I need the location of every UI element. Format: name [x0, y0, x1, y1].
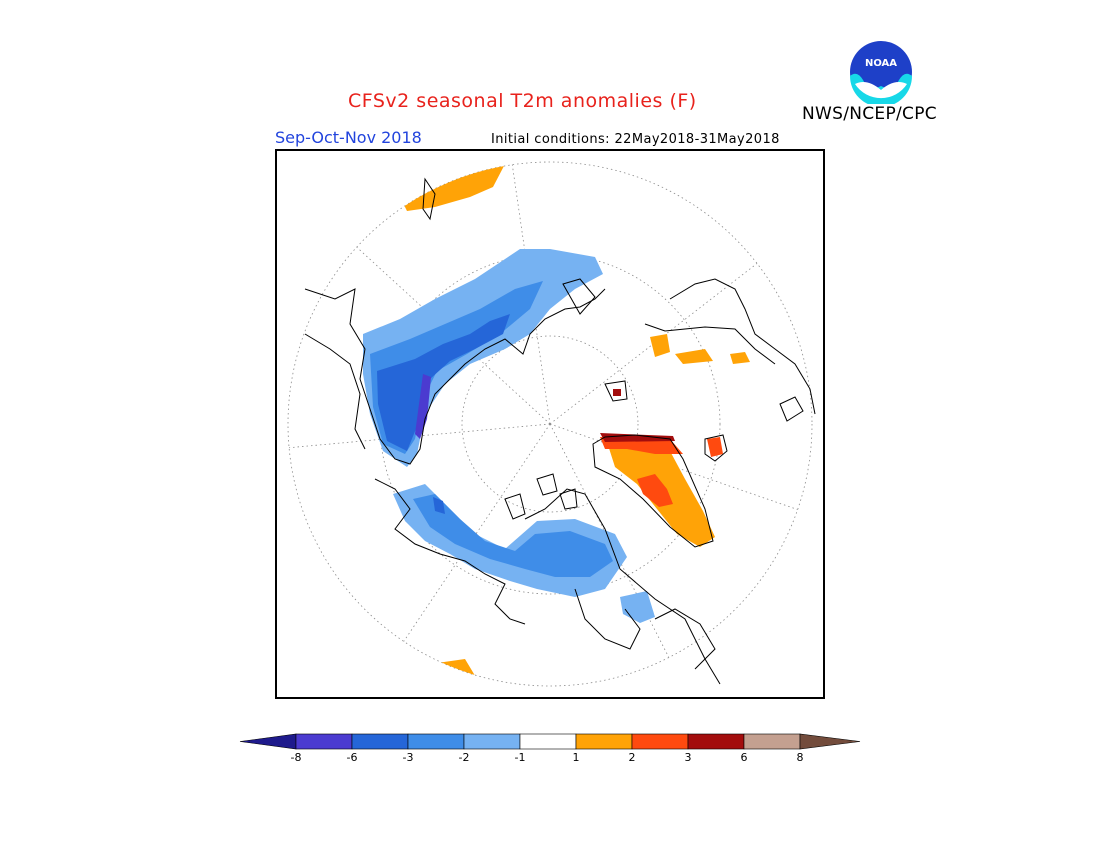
latitude-circle-75: [461, 335, 639, 513]
anomaly-warm-greenland-3-inner: [637, 474, 673, 507]
anomaly-cool-eurasia-dark: [377, 314, 510, 451]
legend-label: 2: [628, 751, 636, 764]
legend-swatch: [351, 733, 409, 750]
legend-label: -3: [402, 751, 414, 764]
coastline-labrador: [654, 608, 716, 670]
coastline-alaska: [374, 478, 526, 625]
color-legend: [239, 733, 861, 750]
graticule: [287, 161, 813, 687]
coastline-kamchatka: [304, 333, 366, 450]
legend-label: -1: [514, 751, 526, 764]
latitude-circle-outer: [287, 161, 813, 687]
agency-label: NWS/NCEP/CPC: [802, 104, 937, 124]
legend-swatch: [687, 733, 745, 750]
polar-anomaly-map: [275, 149, 825, 699]
legend-swatch: [295, 733, 353, 750]
coastline-iceland: [704, 434, 728, 462]
anomaly-warm-siberia-3: [730, 352, 750, 364]
coastline-canada-arctic: [524, 488, 721, 685]
anomaly-cool-eurasia-darkest: [415, 374, 431, 439]
legend-arrow-high: [799, 733, 861, 750]
coastline-greenland: [592, 434, 714, 548]
legend-label: -8: [290, 751, 302, 764]
map-frame: [275, 149, 825, 699]
anomaly-cool-canada-mid: [413, 494, 613, 577]
anomaly-warm-siberia-1: [650, 334, 670, 357]
logo-text: NOAA: [865, 58, 897, 69]
legend-swatch: [519, 733, 577, 750]
map-title: CFSv2 seasonal T2m anomalies (F): [348, 90, 697, 112]
anomaly-warm-iceland: [707, 437, 723, 457]
initial-conditions-label: Initial conditions: 22May2018-31May2018: [491, 132, 780, 147]
anomaly-shading: [363, 162, 750, 686]
season-label: Sep-Oct-Nov 2018: [275, 128, 422, 147]
latitude-circle-60: [379, 253, 721, 595]
noaa-logo: NOAA: [850, 41, 912, 104]
legend-label: 8: [796, 751, 804, 764]
coastline-novaya-zemlya: [562, 278, 596, 315]
coastline-british-isles: [779, 396, 804, 422]
legend-swatch: [631, 733, 689, 750]
legend-label: 1: [572, 751, 580, 764]
coastline-svalbard: [604, 380, 628, 402]
anomaly-cool-canada-dark: [433, 497, 445, 514]
anomaly-warm-greenland-6: [600, 433, 675, 442]
coastline-eurasia-pacific: [304, 288, 606, 465]
anomaly-warm-siberia-2: [675, 349, 713, 364]
coastline-scandinavia: [669, 278, 816, 415]
legend-swatch: [407, 733, 465, 750]
coastline-europe-arctic: [644, 323, 776, 365]
legend-label: -2: [458, 751, 470, 764]
legend-swatch: [463, 733, 521, 750]
coastline-sakhalin: [422, 177, 436, 221]
legend-swatch: [743, 733, 801, 750]
legend-label: 3: [684, 751, 692, 764]
coastline-islands-archipelago: [504, 473, 578, 520]
legend-label: -6: [346, 751, 358, 764]
coastline-hudson-bay: [574, 588, 641, 650]
anomaly-warm-svalbard: [613, 389, 621, 396]
coastlines: [304, 177, 816, 685]
legend-label: 6: [740, 751, 748, 764]
legend-arrow-low: [239, 733, 297, 750]
anomaly-cool-hudson: [620, 591, 655, 623]
legend-swatch: [575, 733, 633, 750]
